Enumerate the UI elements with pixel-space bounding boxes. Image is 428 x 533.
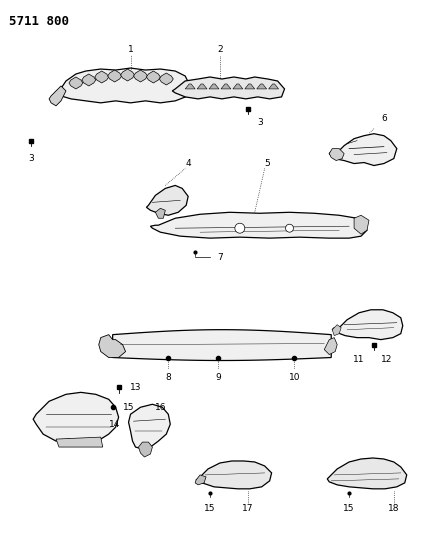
Polygon shape [146,185,188,215]
Polygon shape [257,84,267,89]
Polygon shape [95,71,109,83]
Polygon shape [69,77,83,89]
Text: 6: 6 [381,114,387,123]
Polygon shape [329,134,397,166]
Polygon shape [172,77,285,99]
Polygon shape [113,330,331,360]
Polygon shape [121,69,134,81]
Polygon shape [245,84,255,89]
Polygon shape [221,84,231,89]
Text: 10: 10 [289,373,300,382]
Polygon shape [99,335,125,358]
Polygon shape [324,337,337,354]
Text: 9: 9 [215,373,221,382]
Polygon shape [139,442,152,457]
Text: 13: 13 [130,383,141,392]
Text: 11: 11 [353,355,365,364]
Text: 8: 8 [166,373,171,382]
Text: 12: 12 [381,355,392,364]
Text: 16: 16 [155,403,167,412]
Polygon shape [209,84,219,89]
Polygon shape [146,71,160,83]
Polygon shape [155,208,165,218]
Polygon shape [332,310,403,340]
Text: 18: 18 [388,504,400,513]
Text: 15: 15 [343,504,355,513]
Polygon shape [56,68,190,103]
Polygon shape [329,149,344,160]
Text: 7: 7 [217,253,223,262]
Polygon shape [108,70,122,82]
Text: 3: 3 [28,154,34,163]
Text: 17: 17 [242,504,253,513]
Polygon shape [134,70,147,82]
Circle shape [285,224,294,232]
Polygon shape [128,404,170,449]
Text: 3: 3 [257,118,262,127]
Polygon shape [197,84,207,89]
Text: 2: 2 [217,45,223,54]
Text: 5: 5 [265,159,270,168]
Polygon shape [233,84,243,89]
Polygon shape [327,458,407,489]
Text: 15: 15 [123,403,134,412]
Polygon shape [185,84,195,89]
Polygon shape [33,392,119,441]
Text: 14: 14 [109,419,120,429]
Polygon shape [159,73,173,85]
Text: 1: 1 [128,45,134,54]
Text: 15: 15 [204,504,216,513]
Polygon shape [150,212,367,238]
Polygon shape [269,84,279,89]
Polygon shape [82,74,96,86]
Polygon shape [49,86,66,106]
Polygon shape [56,437,103,447]
Polygon shape [354,215,369,234]
Text: 5711 800: 5711 800 [9,15,69,28]
Text: 4: 4 [185,159,191,168]
Polygon shape [195,475,206,485]
Polygon shape [196,461,272,489]
Polygon shape [332,325,341,336]
Circle shape [235,223,245,233]
